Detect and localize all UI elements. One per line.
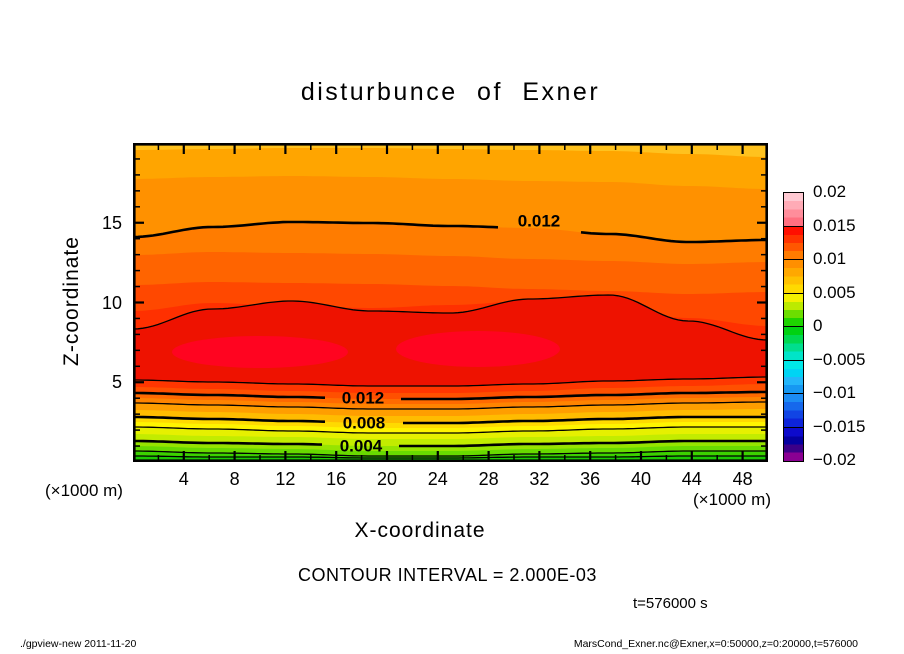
x-tick-label: 20	[376, 469, 398, 489]
colorbar-box	[784, 293, 803, 327]
contour-line	[133, 439, 768, 448]
contour-label: 0.012	[518, 212, 561, 231]
footer-dataset-info: MarsCond_Exner.nc@Exner,x=0:50000,z=0:20…	[573, 638, 858, 650]
contour-maximum-core	[396, 331, 560, 367]
colorbar-tick-label: −0.005	[813, 349, 866, 369]
x-tick-label: 32	[529, 469, 550, 489]
x-tick-label: 12	[275, 469, 296, 489]
x-tick-label: 16	[326, 469, 347, 489]
colorbar-box	[784, 427, 803, 461]
colorbar-box	[784, 360, 803, 394]
x-tick-label: 44	[681, 469, 702, 489]
colorbar-tick-label: 0.015	[813, 215, 856, 235]
colorbar-box	[784, 193, 803, 227]
contour-maximum-core	[172, 336, 348, 368]
y-axis-unit-label: (×1000 m)	[45, 481, 123, 500]
contour-label: 0.004	[340, 437, 383, 456]
colorbar-tick-label: 0.02	[813, 182, 847, 201]
x-tick-label: 48	[732, 469, 753, 489]
x-axis-unit-label: (×1000 m)	[693, 490, 771, 509]
contour-line	[133, 401, 768, 410]
colorbar	[783, 192, 804, 462]
colorbar-tick-label: 0.01	[813, 249, 847, 268]
y-tick-label: 5	[111, 372, 122, 393]
footer-command-date: ./gpview-new 2011-11-20	[20, 638, 137, 650]
contour-label: 0.012	[342, 389, 385, 408]
x-tick-label: 40	[630, 469, 652, 489]
colorbar-box	[784, 260, 803, 294]
x-axis-title: X-coordinate	[354, 519, 486, 542]
x-tick-label: 28	[478, 469, 499, 489]
time-annotation: t=576000 s	[633, 595, 708, 612]
y-tick-label: 15	[101, 212, 122, 233]
contour-line	[133, 450, 768, 457]
contour-plot-canvas: 0.012 0.012 0.008 0.004	[133, 143, 768, 462]
y-tick-label: 10	[101, 292, 122, 313]
contour-line	[133, 376, 768, 387]
x-tick-label: 24	[427, 469, 448, 489]
colorbar-tick-label: 0.005	[813, 282, 856, 302]
colorbar-tick-label: −0.02	[813, 450, 857, 469]
contour-line	[133, 220, 768, 244]
colorbar-tick-label: −0.01	[813, 383, 857, 402]
x-tick-label: 4	[178, 469, 189, 489]
x-tick-label: 36	[580, 469, 601, 489]
contour-interval-annotation: CONTOUR INTERVAL = 2.000E-03	[298, 565, 597, 585]
x-tick-label: 8	[229, 469, 240, 489]
contour-label: 0.008	[343, 414, 386, 433]
contour-line	[133, 415, 768, 425]
contour-line	[133, 455, 768, 459]
chart-title: disturbunce of Exner	[300, 78, 601, 106]
contour-line	[133, 426, 768, 434]
contour-line	[133, 390, 768, 401]
colorbar-tick-label: −0.015	[813, 416, 866, 436]
plot-border	[133, 143, 768, 462]
colorbar-box	[784, 327, 803, 361]
colorbar-box	[784, 226, 803, 260]
contour-line	[133, 294, 768, 341]
colorbar-box	[784, 394, 803, 428]
colorbar-tick-label: 0	[813, 316, 823, 335]
